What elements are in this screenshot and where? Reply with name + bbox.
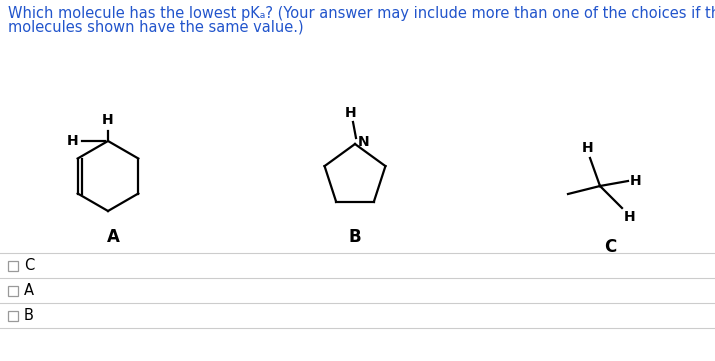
Text: B: B [24, 308, 34, 323]
Text: A: A [24, 283, 34, 298]
Text: H: H [630, 174, 641, 188]
Text: A: A [107, 228, 119, 246]
Text: Which molecule has the lowest pKₐ? (Your answer may include more than one of the: Which molecule has the lowest pKₐ? (Your… [8, 6, 715, 21]
Text: H: H [102, 113, 114, 127]
Text: molecules shown have the same value.): molecules shown have the same value.) [8, 20, 304, 35]
Text: C: C [604, 238, 616, 256]
Text: H: H [345, 106, 357, 120]
Bar [8, 286, 18, 296]
Text: B: B [349, 228, 361, 246]
Bar [8, 261, 18, 270]
Text: C: C [24, 258, 34, 273]
Bar [8, 310, 18, 321]
Text: H: H [624, 210, 636, 224]
Text: H: H [66, 134, 78, 148]
Text: N: N [358, 135, 370, 149]
Text: H: H [582, 141, 594, 155]
